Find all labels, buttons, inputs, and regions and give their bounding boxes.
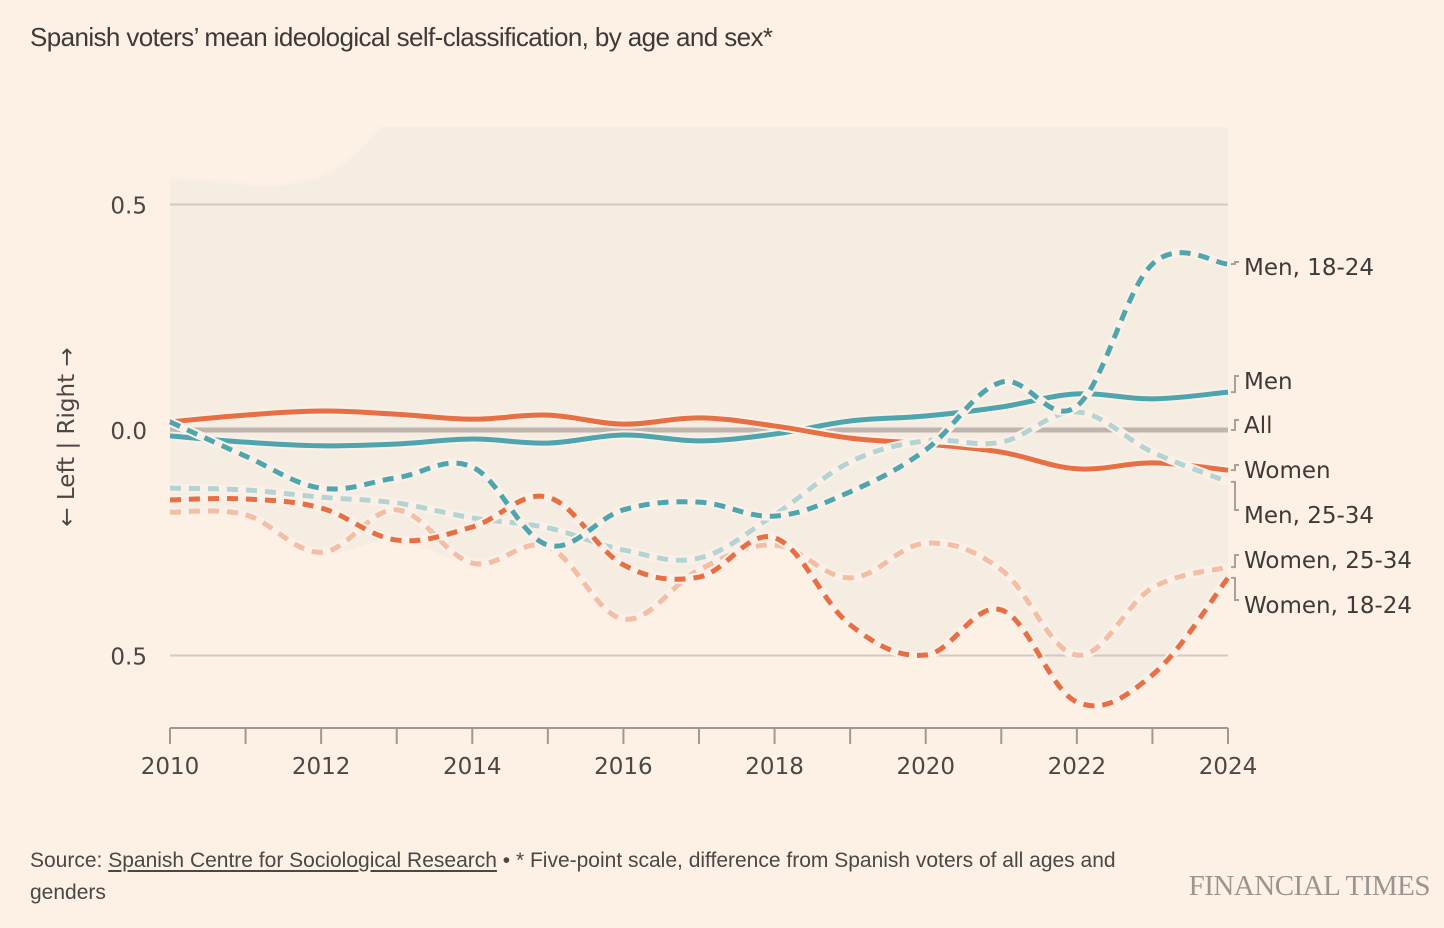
chart-title: Spanish voters’ mean ideological self-cl… xyxy=(30,22,773,52)
x-tick-label: 2016 xyxy=(594,754,653,780)
x-axis: 2010 2012 2014 2016 2018 2020 2022 2024 xyxy=(141,727,1258,780)
x-tick-label: 2018 xyxy=(745,754,804,780)
y-tick-label: 0.5 xyxy=(110,194,147,220)
band-edge xyxy=(169,126,382,187)
x-tick-label: 2014 xyxy=(443,754,502,780)
series-label-women-18-24: Women, 18-24 xyxy=(1244,593,1412,619)
x-tick-label: 2010 xyxy=(141,754,200,780)
label-connector xyxy=(1231,554,1239,569)
label-connector xyxy=(1231,480,1239,511)
ft-logo: FINANCIAL TIMES xyxy=(1188,870,1431,902)
series-label-men-18-24: Men, 18-24 xyxy=(1244,255,1374,281)
label-connector xyxy=(1231,464,1239,472)
series-line-women-25-34 xyxy=(169,507,1229,658)
series-label-men-25-34: Men, 25-34 xyxy=(1244,503,1374,529)
label-connector xyxy=(1231,419,1239,431)
x-tick-label: 2012 xyxy=(292,754,351,780)
label-connector xyxy=(1231,576,1239,601)
series-labels: Men, 18-24 Men All Women Men, 25-34 Women, 25… xyxy=(1231,255,1412,619)
series-line-men xyxy=(169,389,1229,449)
source-footnote: • * Five-point scale, difference from Sp… xyxy=(30,849,1116,904)
series-line-women-18-24 xyxy=(169,493,1230,709)
series-line-men-18-24 xyxy=(168,250,1229,549)
x-tick-label: 2024 xyxy=(1199,754,1258,780)
label-connector xyxy=(1231,375,1239,394)
gridlines xyxy=(170,203,1228,657)
series-label-men: Men xyxy=(1244,369,1293,395)
y-axis: 0.5 0.0 0.5 xyxy=(110,194,147,671)
y-tick-label: 0.5 xyxy=(110,645,147,671)
series-label-all: All xyxy=(1244,413,1273,439)
series-line-women xyxy=(169,408,1229,473)
series-label-women-25-34: Women, 25-34 xyxy=(1244,548,1412,574)
y-axis-title: ← Left | Right → xyxy=(54,347,80,526)
source-note: Source: Spanish Centre for Sociological … xyxy=(30,845,1130,909)
series-lines xyxy=(168,248,1232,711)
series-label-women: Women xyxy=(1244,458,1331,484)
label-connector xyxy=(1231,261,1239,266)
y-tick-label: 0.0 xyxy=(110,419,147,445)
source-link[interactable]: Spanish Centre for Sociological Research xyxy=(108,849,497,872)
x-tick-label: 2020 xyxy=(896,754,955,780)
x-tick-label: 2022 xyxy=(1048,754,1107,780)
source-prefix: Source: xyxy=(30,849,109,872)
